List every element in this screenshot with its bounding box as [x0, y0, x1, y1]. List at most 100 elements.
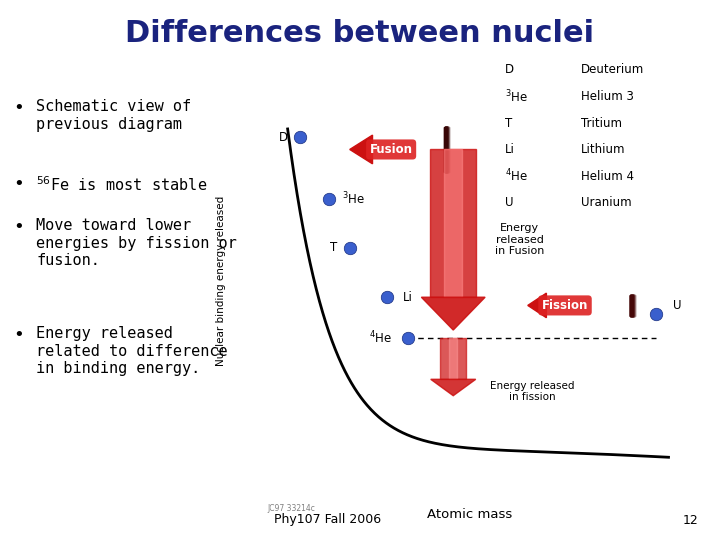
Polygon shape — [446, 127, 448, 172]
Polygon shape — [445, 127, 447, 172]
Polygon shape — [446, 127, 449, 172]
Text: Fusion: Fusion — [369, 143, 413, 156]
Polygon shape — [445, 127, 447, 172]
Text: U: U — [672, 299, 681, 312]
Polygon shape — [631, 295, 634, 316]
Text: $^{4}$He: $^{4}$He — [369, 330, 392, 347]
Polygon shape — [630, 295, 633, 316]
Polygon shape — [446, 127, 449, 172]
Text: Lithium: Lithium — [581, 143, 626, 156]
Polygon shape — [446, 127, 449, 172]
Polygon shape — [431, 150, 476, 297]
Polygon shape — [446, 127, 449, 172]
Text: •: • — [13, 218, 24, 236]
Polygon shape — [632, 295, 635, 316]
Text: Uranium: Uranium — [581, 196, 631, 209]
Polygon shape — [632, 295, 635, 316]
Polygon shape — [631, 295, 634, 316]
Polygon shape — [446, 127, 449, 172]
Text: Energy released
related to difference
in binding energy.: Energy released related to difference in… — [36, 326, 228, 376]
Text: U: U — [505, 196, 513, 209]
Polygon shape — [446, 127, 448, 172]
Polygon shape — [631, 295, 634, 316]
Polygon shape — [632, 295, 635, 316]
Polygon shape — [444, 127, 447, 172]
Polygon shape — [446, 127, 449, 172]
Text: Fission: Fission — [542, 299, 588, 312]
Text: •: • — [13, 326, 24, 344]
Polygon shape — [446, 127, 449, 172]
Text: Helium 3: Helium 3 — [581, 90, 634, 103]
Text: JC97 33214c: JC97 33214c — [267, 504, 315, 513]
Polygon shape — [444, 127, 447, 172]
Polygon shape — [446, 127, 448, 172]
Polygon shape — [631, 295, 634, 316]
Text: D: D — [505, 64, 514, 77]
Polygon shape — [632, 295, 635, 316]
Polygon shape — [633, 295, 635, 316]
Text: $^{4}$He: $^{4}$He — [505, 168, 528, 185]
Polygon shape — [446, 127, 449, 172]
Text: T: T — [330, 241, 337, 254]
Text: •: • — [13, 99, 24, 117]
Text: Differences between nuclei: Differences between nuclei — [125, 19, 595, 48]
Polygon shape — [631, 295, 634, 316]
Polygon shape — [446, 127, 449, 172]
Polygon shape — [630, 295, 633, 316]
Polygon shape — [446, 127, 448, 172]
Polygon shape — [631, 295, 634, 316]
Text: Helium 4: Helium 4 — [581, 170, 634, 183]
Polygon shape — [631, 295, 634, 316]
Polygon shape — [446, 127, 449, 172]
Text: Nuclear binding energy released: Nuclear binding energy released — [217, 195, 226, 366]
Polygon shape — [445, 127, 448, 172]
Polygon shape — [631, 295, 634, 316]
Polygon shape — [446, 127, 448, 172]
Polygon shape — [630, 295, 633, 316]
Polygon shape — [632, 295, 635, 316]
Polygon shape — [445, 127, 447, 172]
Polygon shape — [350, 135, 372, 164]
Polygon shape — [445, 127, 448, 172]
Polygon shape — [444, 127, 447, 172]
Polygon shape — [445, 127, 447, 172]
Text: Energy
released
in Fusion: Energy released in Fusion — [495, 223, 544, 256]
Polygon shape — [444, 150, 462, 297]
Text: Li: Li — [505, 143, 515, 156]
Polygon shape — [446, 127, 449, 172]
Polygon shape — [445, 127, 447, 172]
Polygon shape — [528, 293, 546, 318]
Polygon shape — [632, 295, 635, 316]
Text: T: T — [505, 117, 512, 130]
Polygon shape — [431, 379, 476, 396]
Text: D: D — [279, 131, 288, 144]
Polygon shape — [631, 295, 634, 316]
Polygon shape — [446, 127, 448, 172]
Polygon shape — [445, 127, 447, 172]
Text: Phy107 Fall 2006: Phy107 Fall 2006 — [274, 514, 381, 526]
Polygon shape — [445, 127, 447, 172]
Text: Move toward lower
energies by fission or
fusion.: Move toward lower energies by fission or… — [36, 218, 237, 268]
Polygon shape — [446, 127, 449, 172]
Polygon shape — [446, 127, 449, 172]
Polygon shape — [440, 338, 467, 379]
Polygon shape — [446, 127, 448, 172]
Polygon shape — [630, 295, 633, 316]
Text: Li: Li — [402, 291, 413, 303]
Text: Schematic view of
previous diagram: Schematic view of previous diagram — [36, 99, 192, 132]
Text: Atomic mass: Atomic mass — [427, 508, 513, 521]
Polygon shape — [630, 295, 633, 316]
Polygon shape — [446, 127, 449, 172]
Text: $^{56}$Fe is most stable: $^{56}$Fe is most stable — [36, 175, 207, 194]
Text: 12: 12 — [683, 514, 698, 526]
Polygon shape — [631, 295, 634, 316]
Polygon shape — [631, 295, 634, 316]
Polygon shape — [631, 295, 634, 316]
Polygon shape — [630, 295, 633, 316]
Polygon shape — [449, 338, 457, 379]
Text: •: • — [13, 175, 24, 193]
Text: Deuterium: Deuterium — [581, 64, 644, 77]
Polygon shape — [446, 127, 448, 172]
Polygon shape — [632, 295, 635, 316]
Polygon shape — [445, 127, 448, 172]
